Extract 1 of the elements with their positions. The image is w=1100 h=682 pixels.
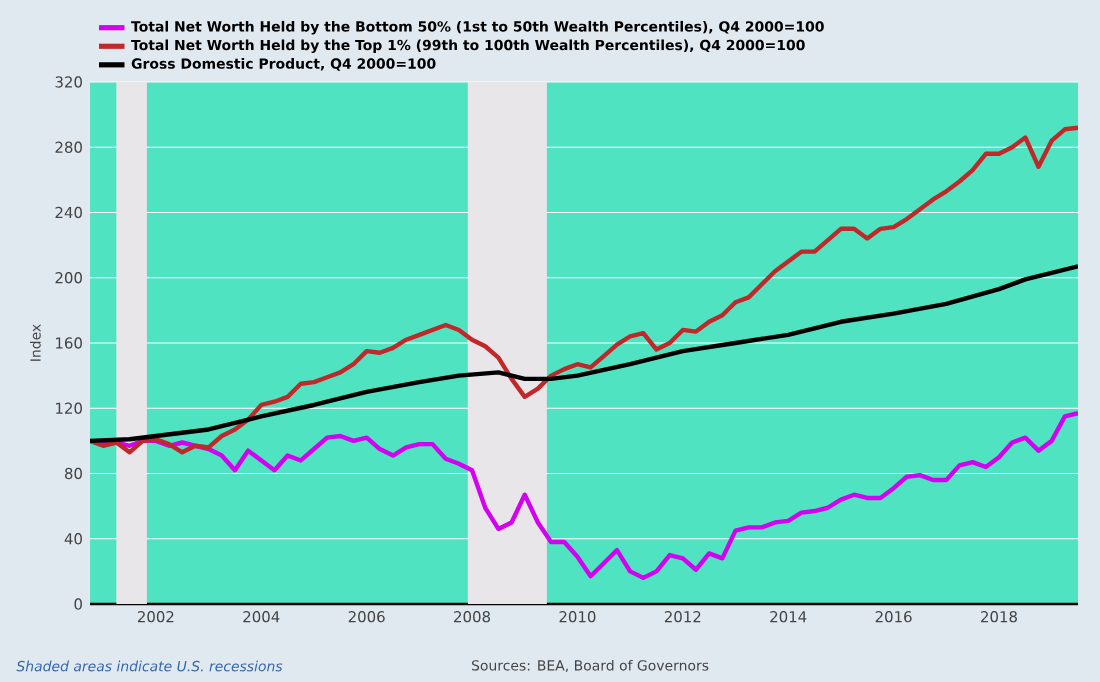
line-series [90, 264, 1079, 444]
